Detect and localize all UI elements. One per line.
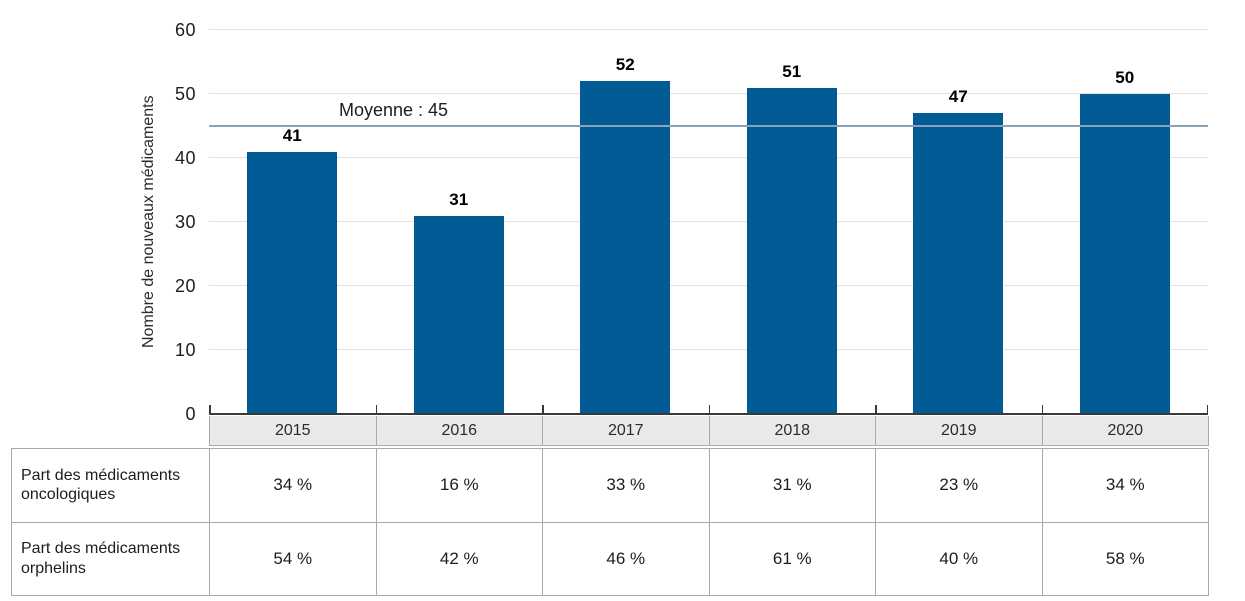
bar-2020 [1079, 94, 1170, 414]
y-tick-label-60: 60 [174, 20, 196, 40]
y-tick-label-30: 30 [174, 212, 196, 232]
gridline-30 [209, 221, 1208, 222]
bar-2017 [580, 81, 671, 414]
y-tick-label-50: 50 [174, 84, 196, 104]
table-cell-2017-row0: 33 % [543, 449, 710, 523]
x-axis-tick [1041, 405, 1043, 415]
y-tick-label-10: 10 [174, 340, 196, 360]
bar-value-label-2019: 47 [948, 87, 968, 107]
year-header-cell-2019: 2019 [876, 416, 1043, 446]
table-cell-2017-row1: 46 % [543, 522, 710, 596]
table-cell-2015-row0: 34 % [210, 449, 377, 523]
x-axis-tick [209, 405, 211, 415]
bar-value-label-2020: 50 [1115, 68, 1135, 87]
x-axis-tick [875, 405, 877, 415]
gridline-20 [209, 285, 1208, 286]
year-header-cell-2015: 2015 [210, 416, 377, 446]
bar-value-label-2015: 41 [282, 125, 302, 145]
bar-2018 [746, 87, 837, 414]
year-header-cell-2020: 2020 [1042, 416, 1209, 446]
table-cell-2016-row1: 42 % [376, 522, 543, 596]
table-cell-2016-row0: 16 % [376, 449, 543, 523]
x-axis-tick [542, 405, 544, 415]
y-tick-label-40: 40 [174, 148, 196, 168]
table-year-header-row: 2015 2016 2017 2018 2019 2020 [209, 416, 1209, 446]
bar-value-label-2016: 31 [449, 189, 469, 209]
bar-2019 [913, 113, 1004, 414]
gridline-50 [209, 93, 1208, 94]
bar-value-label-2018: 51 [782, 61, 802, 81]
average-line-label: Moyenne : 45 [339, 100, 449, 120]
table-cell-2019-row0: 23 % [876, 449, 1043, 523]
bar-2015 [247, 151, 338, 414]
y-tick-label-20: 20 [174, 276, 196, 296]
year-header-cell-2018: 2018 [709, 416, 876, 446]
table-cell-2020-row0: 34 % [1042, 449, 1209, 523]
gridline-40 [209, 157, 1208, 158]
table-cell-2018-row0: 31 % [709, 449, 876, 523]
bar-value-label-2017: 52 [615, 55, 635, 75]
table-cell-2015-row1: 54 % [210, 522, 377, 596]
table-row-label-1: Part des médicaments orphelins [12, 522, 210, 596]
gridline-10 [209, 349, 1208, 350]
gridline-60 [209, 29, 1208, 30]
plot-area: 41 31 52 51 47 50 Moyenne : 45 [209, 29, 1208, 415]
year-header-cell-2016: 2016 [376, 416, 543, 446]
table-cell-2019-row1: 40 % [876, 522, 1043, 596]
average-line [209, 125, 1208, 127]
x-axis-tick [375, 405, 377, 415]
table-cell-2018-row1: 61 % [709, 522, 876, 596]
table-cell-2020-row1: 58 % [1042, 522, 1209, 596]
bar-2016 [413, 215, 504, 414]
y-tick-label-0: 0 [185, 404, 196, 424]
x-axis-tick [1206, 405, 1208, 415]
year-header-cell-2017: 2017 [543, 416, 710, 446]
data-table: Part des médicaments oncologiques 34 % 16 … [11, 448, 1209, 596]
x-axis-tick [708, 405, 710, 415]
table-row-label-0: Part des médicaments oncologiques [12, 449, 210, 523]
